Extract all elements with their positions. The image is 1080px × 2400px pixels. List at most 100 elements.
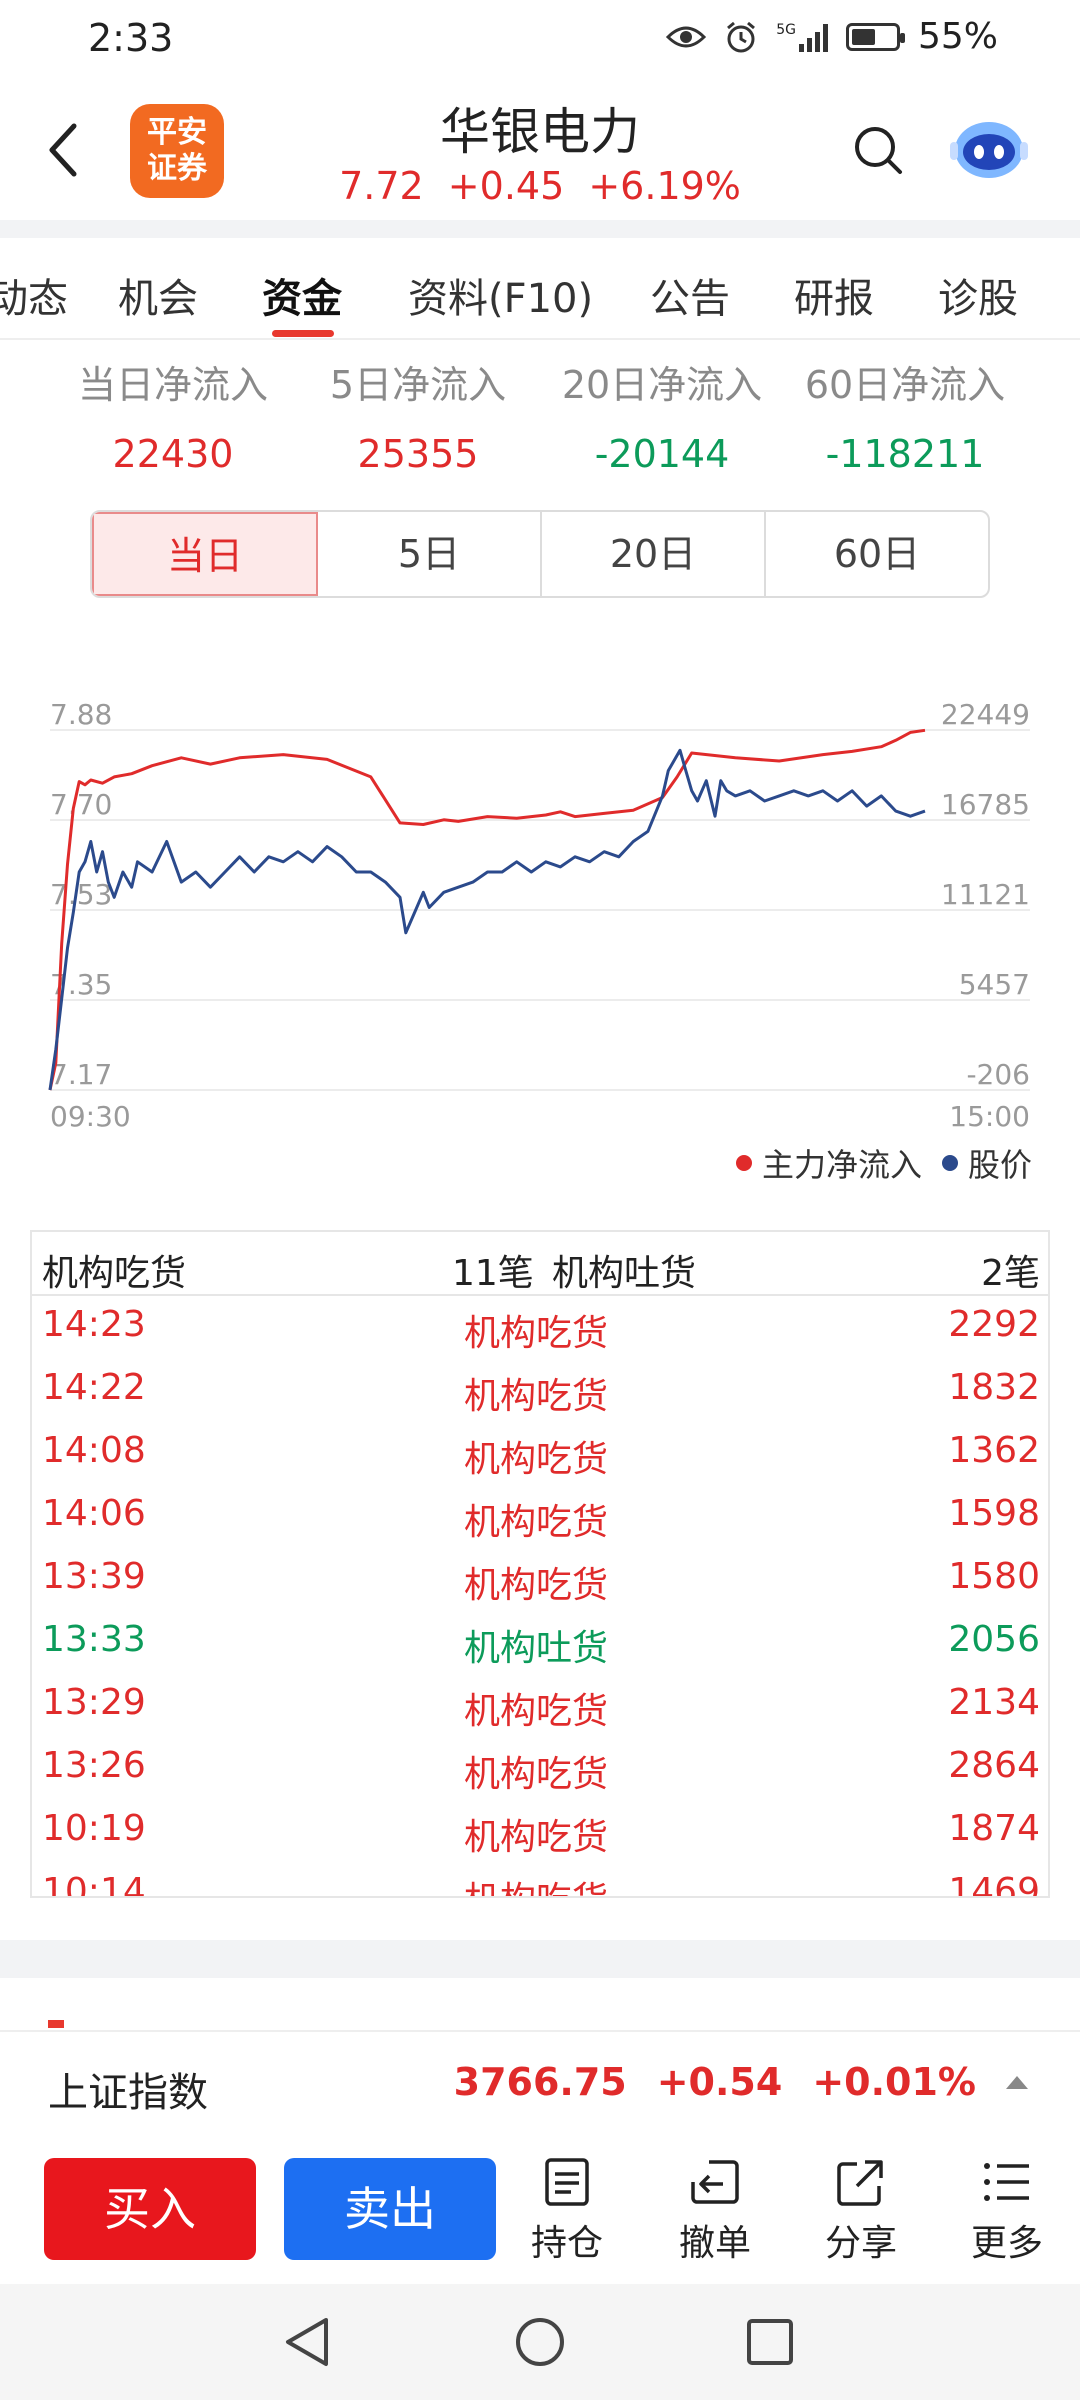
header-sell-label: 机构吐货 bbox=[552, 1253, 697, 1294]
period-today[interactable]: 当日 bbox=[92, 512, 318, 596]
divider bbox=[0, 338, 1080, 340]
table-row[interactable]: 10:14 机构吃货 1469 bbox=[32, 1863, 1048, 1898]
header-buy-count: 11笔 bbox=[452, 1253, 534, 1294]
signal-icon: 5G bbox=[776, 22, 828, 52]
period-5d[interactable]: 5日 bbox=[318, 512, 542, 596]
table-body: 14:23 机构吃货 2292 14:22 机构吃货 1832 14:08 机构吃货 1362 1… bbox=[32, 1296, 1048, 1898]
section-divider bbox=[0, 1940, 1080, 1978]
positions-button[interactable]: 持仓 bbox=[512, 2156, 622, 2266]
row-time: 14:08 bbox=[42, 1430, 146, 1471]
tab-funds[interactable]: 资金 bbox=[262, 276, 342, 322]
left-axis-tick: 7.53 bbox=[50, 878, 112, 911]
row-type: 机构吃货 bbox=[464, 1871, 608, 1896]
row-time: 14:06 bbox=[42, 1493, 146, 1534]
buy-button[interactable]: 买入 bbox=[44, 2158, 256, 2260]
cancel-order-label: 撤单 bbox=[678, 2223, 751, 2264]
price-line bbox=[48, 748, 926, 1091]
nav-back-icon[interactable] bbox=[282, 2314, 332, 2370]
sell-button[interactable]: 卖出 bbox=[284, 2158, 496, 2260]
table-row[interactable]: 14:06 机构吃货 1598 bbox=[32, 1485, 1048, 1548]
table-row[interactable]: 13:26 机构吃货 2864 bbox=[32, 1737, 1048, 1800]
table-row[interactable]: 10:19 机构吃货 1874 bbox=[32, 1800, 1048, 1863]
table-row[interactable]: 14:22 机构吃货 1832 bbox=[32, 1359, 1048, 1422]
back-arrow-icon[interactable] bbox=[44, 120, 84, 180]
index-name: 上证指数 bbox=[48, 2070, 208, 2116]
status-bar: 2:33 5G 55% bbox=[0, 0, 1080, 80]
x-axis-start: 09:30 bbox=[50, 1100, 131, 1133]
expand-up-icon[interactable] bbox=[1006, 2075, 1028, 2089]
status-icons: 5G 55% bbox=[666, 16, 998, 57]
table-row[interactable]: 13:39 机构吃货 1580 bbox=[32, 1548, 1048, 1611]
tab-opportunity[interactable]: 机会 bbox=[118, 276, 198, 322]
tab-bar: 动态 机会 资金 资料(F10) 公告 研报 诊股 bbox=[0, 238, 1080, 338]
divider bbox=[0, 220, 1080, 238]
row-time: 13:26 bbox=[42, 1745, 146, 1786]
menu-icon bbox=[984, 2163, 1029, 2201]
row-value: 2292 bbox=[948, 1304, 1040, 1345]
institution-trades-table: 机构吃货 11笔 机构吐货 2笔 14:23 机构吃货 2292 14:22 机构吃货 1… bbox=[30, 1230, 1050, 1898]
stock-quote: 7.72 +0.45 +6.19% bbox=[0, 164, 1080, 208]
right-axis-tick: 16785 bbox=[941, 788, 1030, 821]
row-value: 1580 bbox=[948, 1556, 1040, 1597]
row-value: 1598 bbox=[948, 1493, 1040, 1534]
nav-home-icon[interactable] bbox=[512, 2314, 568, 2370]
tab-announcements[interactable]: 公告 bbox=[650, 276, 730, 322]
period-20d[interactable]: 20日 bbox=[542, 512, 766, 596]
battery-percent: 55% bbox=[917, 16, 998, 57]
row-value: 1469 bbox=[948, 1871, 1040, 1898]
table-row[interactable]: 13:33 机构吐货 2056 bbox=[32, 1611, 1048, 1674]
cancel-order-button[interactable]: 撤单 bbox=[660, 2156, 770, 2266]
flow-value-5d: 25355 bbox=[357, 432, 479, 476]
index-change: +0.54 bbox=[656, 2060, 783, 2104]
tab-profile-f10[interactable]: 资料(F10) bbox=[408, 276, 594, 322]
row-time: 10:14 bbox=[42, 1871, 146, 1898]
stock-header: 平安 证券 华银电力 7.72 +0.45 +6.19% bbox=[0, 80, 1080, 220]
stock-change: +0.45 bbox=[447, 164, 565, 208]
system-nav-bar bbox=[0, 2284, 1080, 2400]
table-row[interactable]: 14:08 机构吃货 1362 bbox=[32, 1422, 1048, 1485]
stock-change-pct: +6.19% bbox=[588, 164, 741, 208]
period-60d[interactable]: 60日 bbox=[833, 532, 921, 576]
flow-label-60d: 60日净流入 bbox=[804, 363, 1006, 407]
more-button[interactable]: 更多 bbox=[952, 2156, 1062, 2266]
share-label: 分享 bbox=[824, 2223, 897, 2264]
robot-assistant-icon[interactable] bbox=[950, 112, 1028, 184]
legend-dot-price bbox=[941, 1155, 958, 1171]
table-row[interactable]: 14:23 机构吃货 2292 bbox=[32, 1296, 1048, 1359]
period-selector: 当日 5日 20日 60日 bbox=[90, 510, 990, 598]
logo-text-bottom: 证券 bbox=[147, 151, 207, 186]
stock-price: 7.72 bbox=[339, 164, 424, 208]
share-button[interactable]: 分享 bbox=[806, 2156, 916, 2266]
positions-label: 持仓 bbox=[530, 2223, 603, 2264]
right-axis-tick: 22449 bbox=[941, 698, 1030, 731]
tab-research[interactable]: 研报 bbox=[794, 276, 874, 322]
flow-value-today: 22430 bbox=[112, 432, 234, 476]
left-axis-tick: 7.88 bbox=[50, 698, 112, 731]
nav-recents-icon[interactable] bbox=[744, 2316, 796, 2368]
row-type: 机构吃货 bbox=[464, 1502, 609, 1543]
flow-label-5d: 5日净流入 bbox=[329, 363, 507, 407]
logo-text-top: 平安 bbox=[147, 115, 207, 150]
row-time: 13:29 bbox=[42, 1682, 146, 1723]
row-value: 2134 bbox=[948, 1682, 1040, 1723]
undo-icon bbox=[691, 2160, 739, 2204]
chart-legend: 主力净流入 股价 bbox=[735, 1140, 1032, 1186]
row-time: 10:19 bbox=[42, 1808, 146, 1849]
tab-diagnosis[interactable]: 诊股 bbox=[938, 276, 1018, 322]
right-axis-tick: 5457 bbox=[959, 968, 1030, 1001]
tab-dynamics[interactable]: 动态 bbox=[0, 276, 68, 322]
search-icon[interactable] bbox=[850, 122, 906, 178]
stock-name: 华银电力 bbox=[440, 103, 640, 161]
flow-value-20d: -20144 bbox=[594, 432, 730, 476]
broker-logo: 平安 证券 bbox=[130, 104, 224, 198]
row-type: 机构吃货 bbox=[464, 1754, 609, 1795]
row-time: 13:39 bbox=[42, 1556, 146, 1597]
header-sell-count: 2笔 bbox=[981, 1253, 1040, 1294]
flow-value-60d: -118211 bbox=[825, 432, 985, 476]
index-ticker-bar[interactable]: 上证指数 3766.75 +0.54 +0.01% bbox=[0, 2030, 1080, 2138]
row-time: 13:33 bbox=[42, 1619, 146, 1660]
table-row[interactable]: 13:29 机构吃货 2134 bbox=[32, 1674, 1048, 1737]
fund-flow-chart: 7.88 22449 7.70 16785 7.53 11121 7.35 5457 7.17-… bbox=[0, 670, 1080, 1140]
active-tab-indicator bbox=[272, 330, 334, 337]
